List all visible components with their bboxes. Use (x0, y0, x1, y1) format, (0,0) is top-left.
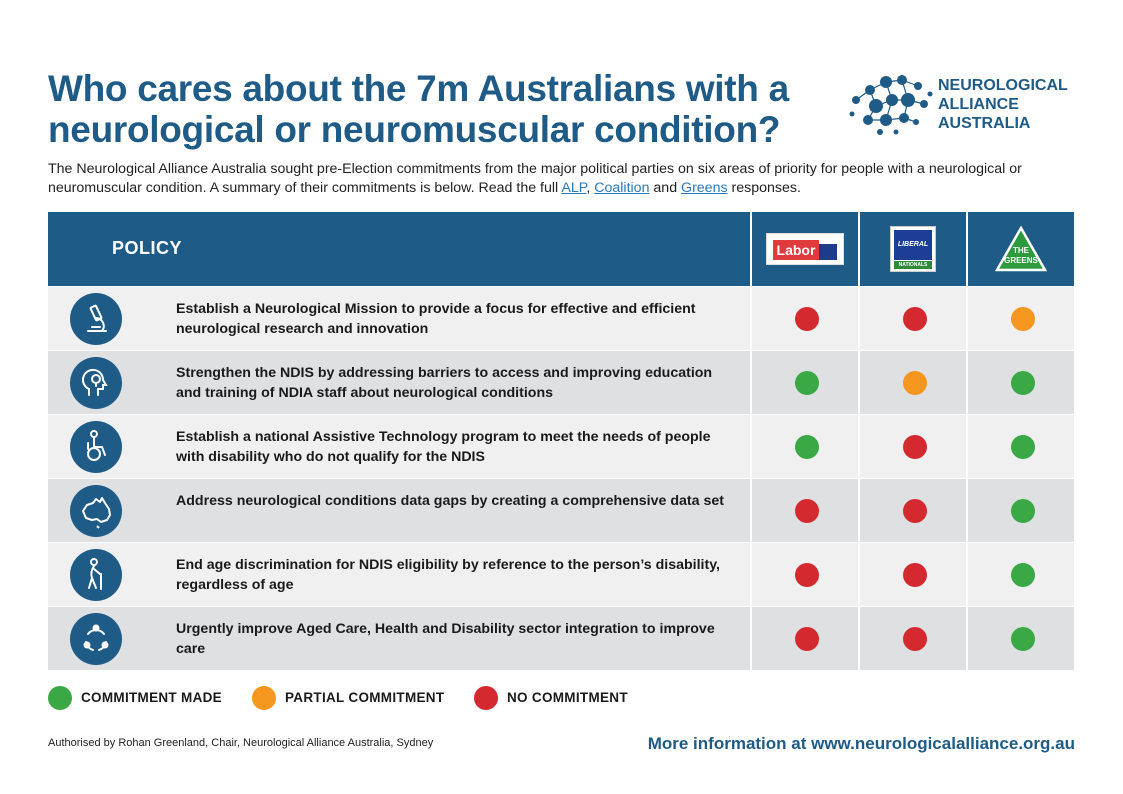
intro-text: responses. (727, 180, 801, 196)
intro-paragraph: The Neurological Alliance Australia soug… (48, 160, 1078, 198)
legend: COMMITMENT MADE PARTIAL COMMITMENT NO CO… (48, 686, 688, 710)
labor-status-cell (750, 287, 858, 351)
table-row: Strengthen the NDIS by addressing barrie… (48, 350, 1074, 415)
policy-text: Establish a Neurological Mission to prov… (176, 301, 696, 337)
coalition-column-header: LIBERAL NATIONALS (858, 212, 966, 286)
labor-status-cell (750, 479, 858, 543)
status-dot (1011, 307, 1035, 331)
greens-wordmark-line: GREENS (1004, 256, 1038, 265)
status-dot (903, 371, 927, 395)
logo-wordmark: NEUROLOGICAL ALLIANCE AUSTRALIA (938, 76, 1068, 133)
legend-dot (48, 686, 72, 710)
greens-column-header: THE GREENS (966, 212, 1074, 286)
coalition-status-cell (858, 479, 966, 543)
wheelchair-icon (70, 421, 122, 473)
status-dot (795, 435, 819, 459)
brain-network-icon (849, 75, 933, 135)
authorisation-note: Authorised by Rohan Greenland, Chair, Ne… (48, 737, 434, 749)
coalition-response-link[interactable]: Coalition (594, 180, 650, 196)
status-dot (1011, 435, 1035, 459)
policy-text: Establish a national Assistive Technolog… (176, 429, 711, 465)
legend-dot (252, 686, 276, 710)
liberal-wordmark: LIBERAL (897, 241, 929, 248)
table-row: Establish a Neurological Mission to prov… (48, 286, 1074, 351)
status-dot (903, 627, 927, 651)
table-row: Urgently improve Aged Care, Health and D… (48, 606, 1074, 671)
status-dot (903, 435, 927, 459)
head-lightbulb-icon (70, 357, 122, 409)
neurological-alliance-logo: NEUROLOGICAL ALLIANCE AUSTRALIA (846, 70, 1076, 142)
status-dot (903, 563, 927, 587)
labor-logo: Labor (766, 233, 844, 265)
greens-status-cell (966, 415, 1074, 479)
policy-column-header: POLICY (112, 238, 183, 258)
labor-status-cell (750, 543, 858, 607)
logo-line: NEUROLOGICAL (938, 77, 1068, 94)
status-dot (1011, 627, 1035, 651)
status-dot (903, 499, 927, 523)
greens-response-link[interactable]: Greens (681, 180, 728, 196)
table-row: Establish a national Assistive Technolog… (48, 414, 1074, 479)
intro-text: The Neurological Alliance Australia soug… (48, 161, 1022, 196)
elderly-person-icon (70, 549, 122, 601)
labor-status-cell (750, 351, 858, 415)
microscope-icon (70, 293, 122, 345)
liberal-flag-icon (894, 230, 932, 260)
status-dot (795, 627, 819, 651)
australia-map-icon (70, 485, 122, 537)
alp-response-link[interactable]: ALP (561, 180, 587, 196)
liberal-nationals-logo: LIBERAL NATIONALS (890, 226, 936, 272)
policy-text: Address neurological conditions data gap… (176, 493, 724, 509)
coalition-status-cell (858, 351, 966, 415)
page-title: Who cares about the 7m Australians with … (48, 68, 789, 150)
labor-status-cell (750, 607, 858, 671)
greens-status-cell (966, 543, 1074, 607)
more-info-link[interactable]: More information at www.neurologicalalli… (647, 734, 1075, 753)
southern-cross-icon (819, 244, 837, 260)
greens-logo: THE GREENS (995, 226, 1047, 272)
status-dot (1011, 499, 1035, 523)
status-dot (1011, 371, 1035, 395)
status-dot (795, 499, 819, 523)
status-dot (903, 307, 927, 331)
legend-dot (474, 686, 498, 710)
greens-status-cell (966, 607, 1074, 671)
coalition-status-cell (858, 287, 966, 351)
cycle-arrows-icon (70, 613, 122, 665)
greens-status-cell (966, 351, 1074, 415)
status-dot (795, 563, 819, 587)
labor-column-header: Labor (750, 212, 858, 286)
intro-separator: , (586, 180, 595, 196)
legend-label: COMMITMENT MADE (81, 690, 222, 705)
coalition-status-cell (858, 543, 966, 607)
labor-wordmark: Labor (773, 240, 819, 260)
intro-separator: and (649, 180, 682, 196)
status-dot (795, 371, 819, 395)
labor-status-cell (750, 415, 858, 479)
greens-wordmark-line: THE (1013, 246, 1030, 255)
logo-line: AUSTRALIA (938, 115, 1031, 132)
logo-line: ALLIANCE (938, 96, 1019, 113)
legend-label: PARTIAL COMMITMENT (285, 690, 445, 705)
status-dot (795, 307, 819, 331)
greens-status-cell (966, 287, 1074, 351)
table-row: Address neurological conditions data gap… (48, 478, 1074, 543)
table-header: POLICY Labor LIBERAL NATIONALS THE GREEN… (48, 212, 1074, 286)
policy-commitments-table: POLICY Labor LIBERAL NATIONALS THE GREEN… (48, 212, 1074, 671)
greens-status-cell (966, 479, 1074, 543)
legend-label: NO COMMITMENT (507, 690, 628, 705)
status-dot (1011, 563, 1035, 587)
policy-text: End age discrimination for NDIS eligibil… (176, 557, 720, 593)
nationals-wordmark: NATIONALS (894, 261, 932, 269)
table-row: End age discrimination for NDIS eligibil… (48, 542, 1074, 607)
policy-text: Urgently improve Aged Care, Health and D… (176, 621, 715, 657)
coalition-status-cell (858, 415, 966, 479)
coalition-status-cell (858, 607, 966, 671)
policy-text: Strengthen the NDIS by addressing barrie… (176, 365, 713, 401)
